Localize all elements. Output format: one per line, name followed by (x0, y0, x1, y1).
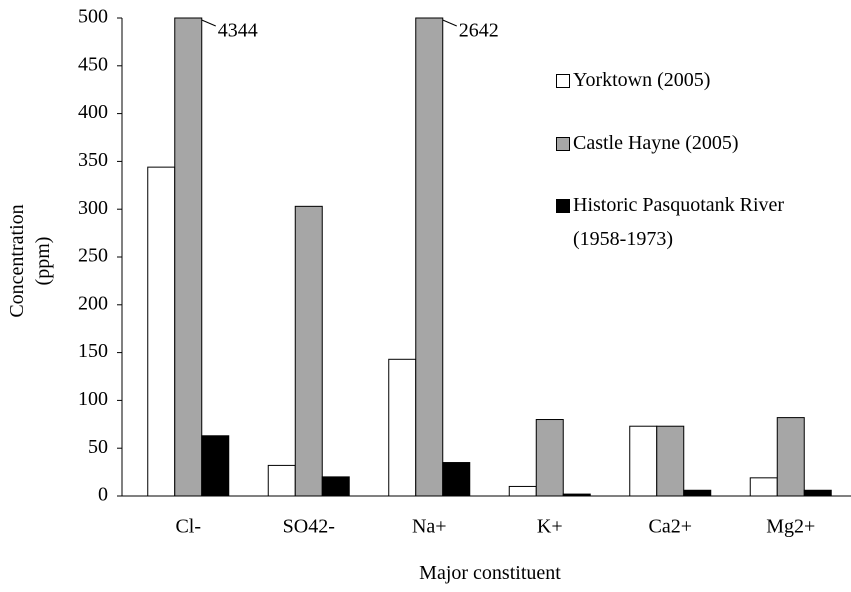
x-axis-title: Major constituent (419, 562, 561, 584)
bar (683, 489, 712, 497)
legend-item: Yorktown (2005) (556, 63, 846, 97)
y-tick-label: 400 (78, 101, 108, 123)
bar (388, 358, 417, 497)
y-tick-label: 300 (78, 197, 108, 219)
x-tick-label: SO42- (283, 516, 335, 538)
y-tick-label: 250 (78, 245, 108, 267)
bar (415, 17, 444, 497)
y-axis-title: Concentration (ppm) (6, 204, 54, 318)
bar (442, 462, 471, 497)
bar (294, 205, 323, 497)
bar (508, 485, 537, 497)
leader-line (201, 19, 216, 27)
bar (174, 17, 203, 497)
bar (656, 425, 685, 497)
data-label: 2642 (459, 20, 499, 42)
legend-label: Historic Pasquotank River (1958-1973) (573, 194, 785, 250)
y-tick-label: 350 (78, 149, 108, 171)
y-tick-label: 0 (98, 484, 108, 506)
y-tick-label: 50 (88, 436, 108, 458)
bar (776, 417, 805, 497)
bar (201, 435, 230, 497)
bar (629, 425, 658, 497)
x-tick-label: Ca2+ (649, 516, 693, 538)
y-tick-label: 200 (78, 292, 108, 314)
legend-swatch (556, 199, 570, 213)
x-tick-label: Na+ (412, 516, 447, 538)
legend-swatch (556, 137, 570, 151)
bar (321, 476, 350, 497)
x-tick-label: Mg2+ (766, 516, 815, 538)
bar (749, 477, 778, 497)
legend-label: Castle Hayne (2005) (573, 132, 739, 154)
x-tick-label: Cl- (175, 516, 201, 538)
legend-item: Historic Pasquotank River (1958-1973) (556, 188, 846, 256)
bar (803, 489, 832, 497)
y-tick-label: 100 (78, 388, 108, 410)
bar (147, 166, 176, 497)
x-tick-label: K+ (537, 516, 563, 538)
bar (267, 464, 296, 497)
legend-swatch (556, 74, 570, 88)
data-label: 4344 (218, 20, 258, 42)
legend-label: Yorktown (2005) (573, 69, 711, 91)
y-tick-label: 150 (78, 340, 108, 362)
bar (562, 493, 591, 497)
leader-line (442, 19, 457, 27)
legend-item: Castle Hayne (2005) (556, 126, 846, 160)
y-tick-label: 500 (78, 6, 108, 28)
bar (535, 419, 564, 497)
y-tick-label: 450 (78, 53, 108, 75)
